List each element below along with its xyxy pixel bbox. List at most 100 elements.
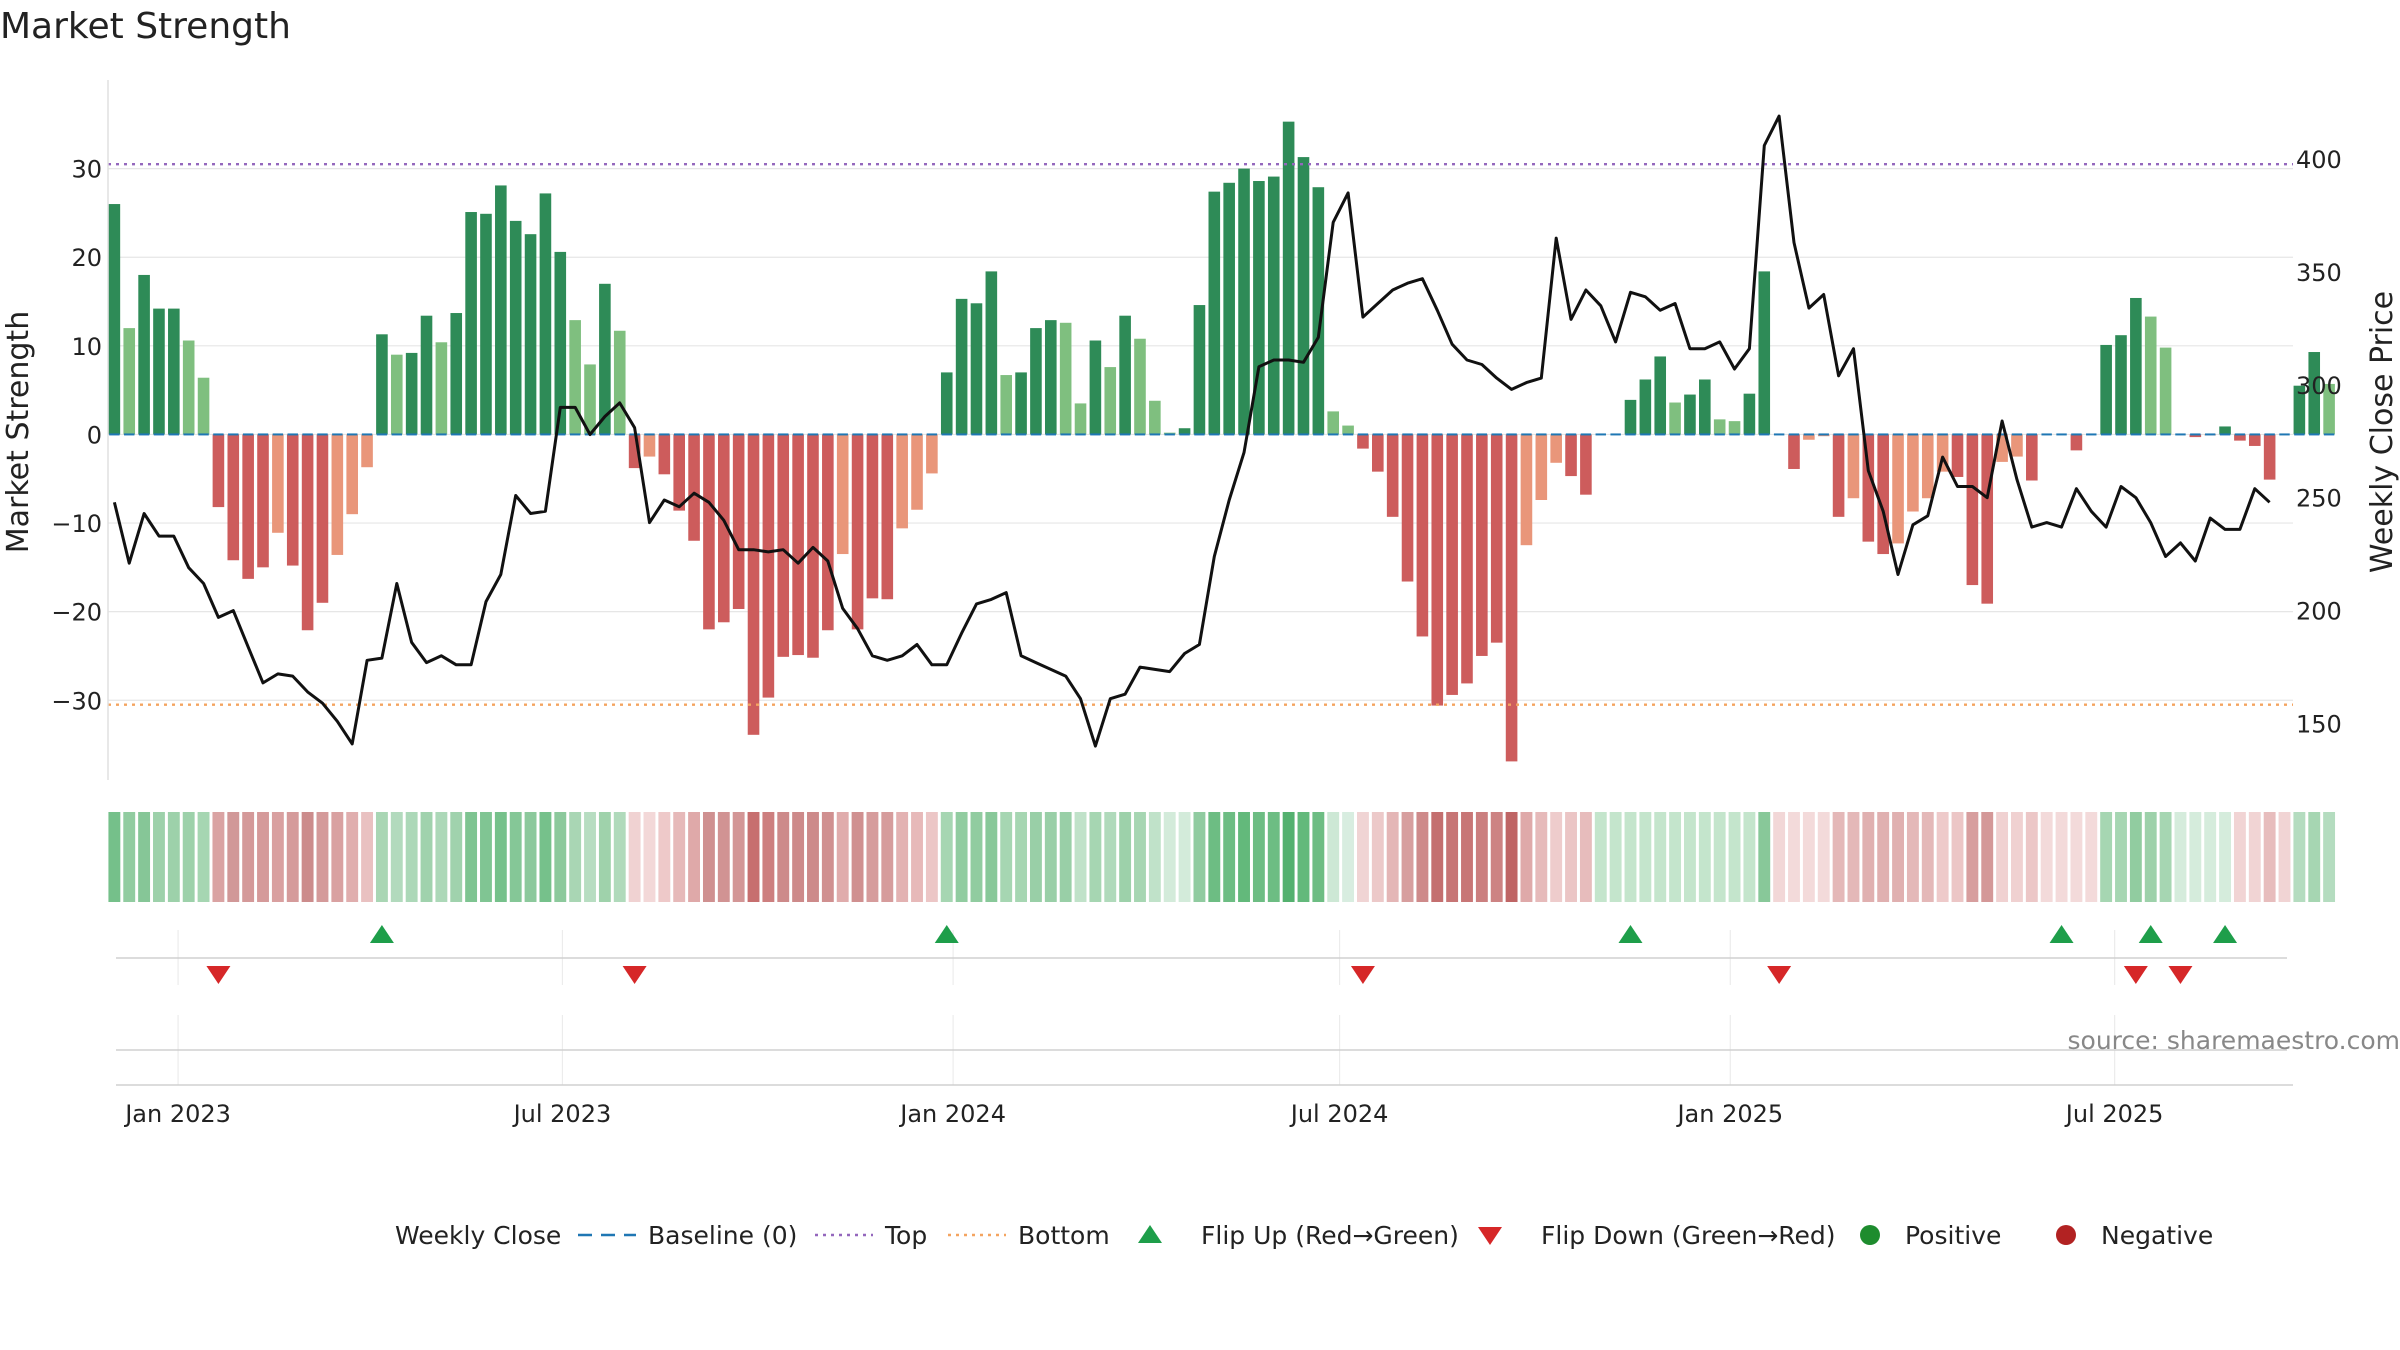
positive-strength-bar (940, 372, 953, 435)
positive-strength-bar (985, 271, 998, 435)
negative-strength-bar (673, 434, 685, 511)
negative-strength-bar (747, 434, 760, 735)
heat-cell (539, 812, 552, 902)
negative-strength-bar (1951, 434, 1964, 477)
flip-down-marker (622, 966, 647, 984)
positive-strength-bar (2100, 344, 2112, 435)
heat-cell (494, 812, 507, 902)
negative-strength-bar (212, 434, 225, 508)
left-tick-label: 30 (71, 156, 102, 184)
negative-strength-bar (331, 434, 344, 555)
heat-cell (911, 812, 923, 902)
heat-cell (881, 812, 894, 902)
legend-item-negative: Negative (2056, 1221, 2213, 1250)
right-tick-label: 250 (2296, 485, 2342, 513)
negative-strength-bar (881, 434, 894, 600)
positive-strength-bar (1193, 305, 1206, 435)
negative-strength-bar (1847, 434, 1860, 499)
heat-cell (1847, 812, 1860, 902)
positive-strength-bar (1713, 419, 1726, 435)
heat-cell (2233, 812, 2246, 902)
heat-cell (331, 812, 344, 902)
weekly-close-line (112, 114, 2271, 748)
heat-cell (2323, 812, 2336, 902)
heat-cell (1892, 812, 1904, 902)
heat-cell (1550, 812, 1563, 902)
negative-strength-bar (643, 434, 656, 457)
left-tick-label: 10 (71, 333, 102, 361)
positive-strength-bar (524, 234, 537, 435)
heat-cell (1981, 812, 1994, 902)
positive-strength-bar (584, 364, 596, 435)
legend-item-bottom: Bottom (948, 1221, 1110, 1250)
negative-strength-bar (2263, 434, 2276, 480)
heat-cell (1728, 812, 1741, 902)
heat-cell (1520, 812, 1533, 902)
positive-strength-bar (1699, 379, 1711, 435)
positive-strength-bar (182, 340, 195, 435)
x-tick-label: Jul 2023 (512, 1100, 612, 1128)
x-axis-ticks: Jan 2023 Jul 2023 Jan 2024 Jul 2024 Jan 2025… (123, 1100, 2163, 1128)
heat-cell (2011, 812, 2023, 902)
heat-cell (405, 812, 418, 902)
heat-cell (1015, 812, 1028, 902)
positive-strength-bar (495, 185, 507, 435)
right-tick-label: 400 (2296, 146, 2342, 174)
heat-cell (985, 812, 998, 902)
negative-strength-bar (1461, 434, 1473, 684)
positive-strength-bar (509, 220, 522, 435)
negative-strength-bar (628, 434, 641, 469)
negative-strength-bar (286, 434, 299, 566)
positive-strength-bar (1030, 328, 1042, 435)
positive-strength-bar (1134, 338, 1146, 435)
heat-cell (688, 812, 701, 902)
heat-cell (1000, 812, 1013, 902)
negative-strength-bar (1550, 434, 1562, 463)
flip-up-marker (934, 925, 959, 943)
legend-label: Negative (2101, 1221, 2213, 1250)
heat-cell (1431, 812, 1444, 902)
heat-cell (1698, 812, 1711, 902)
heat-cell (197, 812, 210, 902)
heat-cell (1565, 812, 1577, 902)
heat-cell (1342, 812, 1355, 902)
negative-strength-bar (732, 434, 745, 609)
positive-strength-bar (2219, 426, 2231, 435)
heat-cell (524, 812, 537, 902)
heat-cell (762, 812, 775, 902)
heat-cell (1684, 812, 1696, 902)
heat-cell (420, 812, 433, 902)
positive-strength-bar (123, 328, 136, 435)
positive-strength-bar (1015, 372, 1027, 435)
negative-strength-bar (762, 434, 775, 698)
heat-cell (1059, 812, 1072, 902)
positive-strength-bar (153, 308, 165, 435)
positive-strength-bar (569, 320, 581, 435)
positive-strength-bar (1728, 421, 1741, 435)
heat-cell (2189, 812, 2202, 902)
heat-cell (1267, 812, 1280, 902)
heat-cell (821, 812, 834, 902)
heat-cell (1906, 812, 1919, 902)
heat-cell (2308, 812, 2321, 902)
heat-cell (955, 812, 968, 902)
right-tick-label: 150 (2296, 711, 2342, 739)
heat-cell (1802, 812, 1815, 902)
positive-strength-bar (197, 377, 210, 435)
positive-strength-bar (1654, 356, 1667, 435)
heat-cell (2159, 812, 2172, 902)
positive-strength-bar (1223, 182, 1235, 435)
heat-cell (1044, 812, 1057, 902)
right-tick-label: 350 (2296, 259, 2342, 287)
negative-strength-bar (1862, 434, 1875, 542)
heat-cell (435, 812, 448, 902)
heat-cell (2204, 812, 2217, 902)
heat-cell (554, 812, 567, 902)
negative-strength-bar (272, 434, 284, 533)
heat-cell (480, 812, 492, 902)
negative-strength-bar (792, 434, 804, 656)
negative-strength-bar (1372, 434, 1384, 472)
positive-strength-bar (435, 342, 448, 435)
positive-strength-bar (2293, 385, 2306, 435)
negative-strength-bar (1357, 434, 1369, 449)
